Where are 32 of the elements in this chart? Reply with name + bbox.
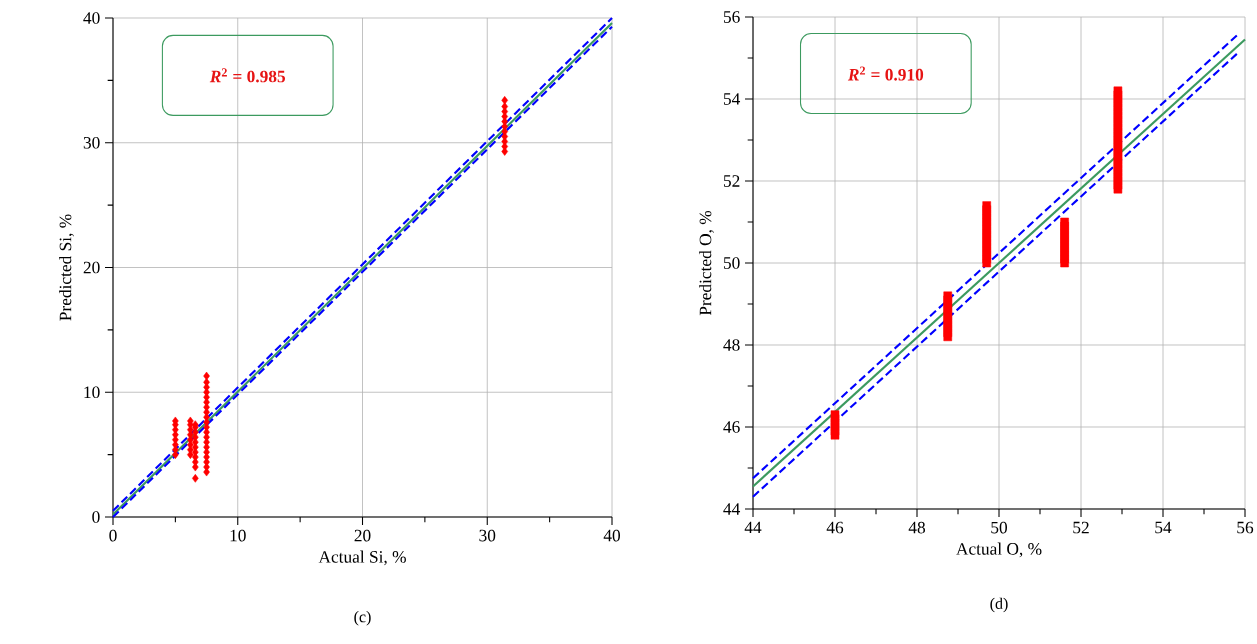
x-tick-label: 50 [991, 521, 1008, 534]
annotation: R$^{2}$ = 0.985 [209, 68, 286, 83]
y-axis-title: Predicted O, % [699, 210, 714, 316]
text: (d) [990, 597, 1008, 613]
y-tick-label: 40 [83, 12, 100, 24]
y-tick-label: 0 [92, 511, 100, 523]
x-tick-label: 20 [354, 529, 371, 542]
y-tick-label: 48 [723, 339, 740, 351]
y-axis-title: Predicted Si, % [59, 214, 74, 321]
y-tick-label: 52 [723, 175, 740, 187]
x-tick-label: 10 [230, 529, 246, 542]
text: (c) [354, 611, 371, 626]
x-tick-label: 56 [1237, 521, 1254, 534]
y-tick-label: 46 [723, 421, 740, 433]
y-tick-label: 50 [723, 257, 740, 269]
annotation: R$^{2}$ = 0.910 [847, 66, 924, 81]
x-tick-label: 48 [908, 521, 926, 534]
x-tick-label: 44 [744, 521, 762, 534]
y-tick-label: 44 [723, 503, 741, 515]
y-tick-label: 30 [83, 136, 100, 149]
x-tick-label: 46 [826, 521, 844, 534]
y-tick-label: 54 [723, 93, 741, 105]
y-tick-label: 10 [84, 386, 100, 399]
x-axis-title: Actual O, % [956, 542, 1042, 558]
x-tick-label: 40 [603, 529, 621, 542]
x-tick-label: 54 [1155, 521, 1172, 534]
x-tick-label: 52 [1073, 521, 1089, 534]
x-tick-label: 0 [109, 529, 117, 542]
x-axis-title: Actual Si, % [318, 550, 406, 566]
x-tick-label: 30 [479, 529, 496, 542]
y-tick-label: 56 [723, 11, 740, 23]
y-tick-label: 20 [83, 261, 100, 274]
